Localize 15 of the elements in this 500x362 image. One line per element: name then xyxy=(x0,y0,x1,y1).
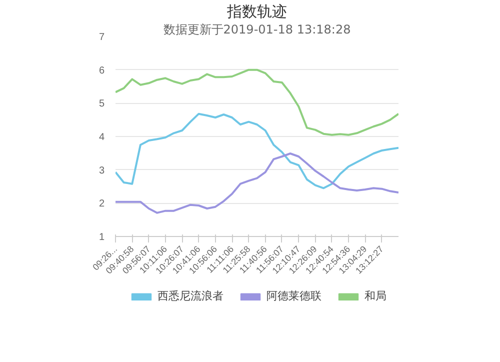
chart-subtitle: 数据更新于2019-01-18 13:18:28 xyxy=(163,22,351,36)
y-tick-label: 1 xyxy=(98,232,105,243)
line-series xyxy=(116,152,398,214)
line-series xyxy=(116,68,398,136)
legend-label: 和局 xyxy=(364,288,386,304)
chart-title: 指数轨迹 xyxy=(226,2,287,20)
y-tick-label: 5 xyxy=(98,98,105,110)
legend-label: 阿德莱德联 xyxy=(266,288,322,304)
y-tick-label: 2 xyxy=(98,198,105,210)
y-tick-label: 3 xyxy=(98,165,105,176)
y-tick-label: 7 xyxy=(98,32,105,43)
y-tick-label: 4 xyxy=(98,132,105,143)
legend-label: 西悉尼流浪者 xyxy=(158,288,224,304)
y-tick-label: 6 xyxy=(98,65,105,76)
line-series xyxy=(116,112,398,190)
